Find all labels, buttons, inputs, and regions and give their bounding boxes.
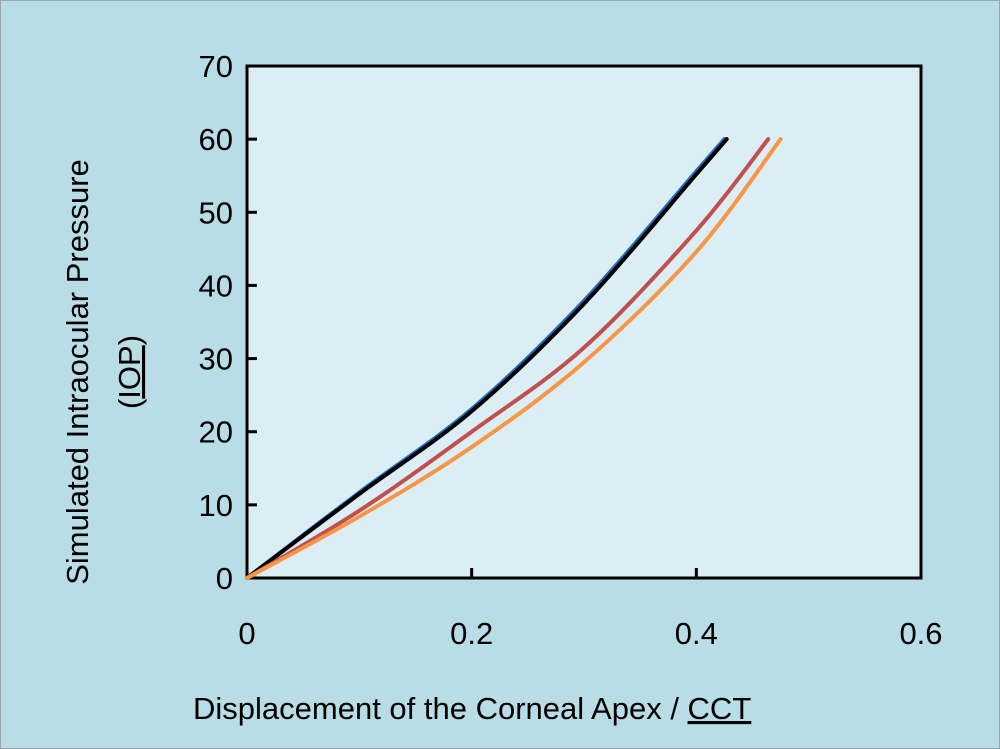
series-line-red: [245, 137, 771, 580]
svg-text:(IOP): (IOP): [112, 335, 147, 409]
series-line-black: [245, 137, 729, 580]
series-line-orange: [245, 137, 783, 580]
y-tick-label: 50: [199, 195, 233, 230]
y-tick-label: 60: [199, 122, 233, 157]
y-tick-label: 70: [199, 49, 233, 84]
y-iop: IOP: [112, 345, 147, 398]
y-tick-label: 10: [199, 488, 233, 523]
x-tick-label: 0.6: [899, 616, 942, 651]
x-title-main: Displacement of the Corneal Apex /: [193, 691, 688, 726]
x-axis-title: Displacement of the Corneal Apex / CCT: [193, 691, 751, 726]
y-axis-title-2: (IOP): [112, 335, 147, 409]
x-title-cct: CCT: [688, 691, 752, 726]
x-tick-label: 0: [238, 616, 255, 651]
y-paren-open: (: [112, 398, 147, 409]
y-tick-label: 30: [199, 342, 233, 377]
y-tick-label: 40: [199, 268, 233, 303]
y-tick-label: 0: [216, 561, 233, 596]
y-paren-close: ): [112, 335, 147, 345]
x-tick-label: 0.2: [450, 616, 493, 651]
y-tick-label: 20: [199, 415, 233, 450]
x-tick-label: 0.4: [675, 616, 718, 651]
y-axis-title: Simulated Intraocular Pressure: [60, 159, 95, 585]
y-axis-title-line1: Simulated Intraocular Pressure: [60, 159, 95, 585]
